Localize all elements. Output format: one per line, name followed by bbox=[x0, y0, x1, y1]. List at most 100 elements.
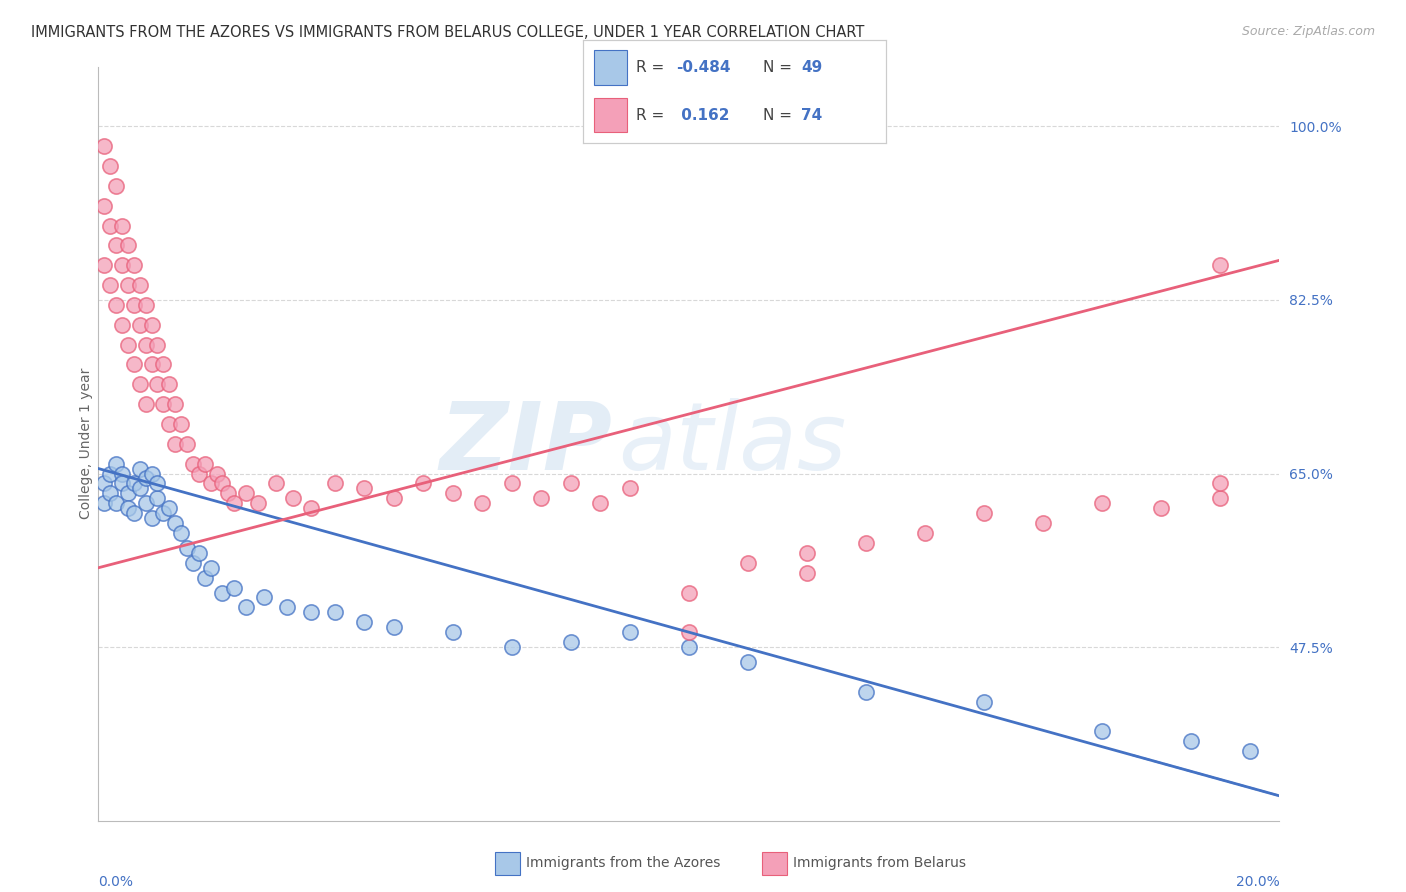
Point bbox=[141, 511, 163, 525]
Point bbox=[165, 437, 187, 451]
Text: R =: R = bbox=[637, 61, 669, 75]
Point bbox=[276, 600, 298, 615]
Point bbox=[855, 536, 877, 550]
Point bbox=[105, 496, 128, 510]
Point bbox=[170, 417, 193, 431]
Point bbox=[135, 471, 157, 485]
Text: N =: N = bbox=[763, 108, 797, 122]
Point bbox=[98, 219, 121, 233]
Point bbox=[128, 377, 150, 392]
Point bbox=[135, 496, 157, 510]
Point bbox=[93, 258, 115, 272]
Point bbox=[619, 625, 641, 640]
Point bbox=[530, 491, 553, 506]
Point bbox=[93, 139, 115, 153]
Point bbox=[141, 467, 163, 481]
Point bbox=[98, 278, 121, 293]
Point bbox=[117, 238, 139, 252]
Point bbox=[589, 496, 612, 510]
Point bbox=[117, 501, 139, 516]
Point bbox=[1091, 724, 1114, 739]
Point bbox=[560, 635, 582, 649]
Point bbox=[128, 461, 150, 475]
Text: -0.484: -0.484 bbox=[676, 61, 730, 75]
Point bbox=[117, 337, 139, 351]
Point bbox=[128, 278, 150, 293]
Point bbox=[200, 560, 222, 574]
Point bbox=[678, 585, 700, 599]
Text: atlas: atlas bbox=[619, 398, 846, 490]
Point bbox=[157, 501, 180, 516]
FancyBboxPatch shape bbox=[595, 97, 627, 132]
Text: Immigrants from Belarus: Immigrants from Belarus bbox=[793, 856, 966, 871]
Point bbox=[111, 258, 134, 272]
Text: 74: 74 bbox=[801, 108, 823, 122]
Point bbox=[1239, 744, 1261, 758]
Point bbox=[117, 278, 139, 293]
Point bbox=[176, 437, 198, 451]
Point bbox=[299, 606, 322, 620]
Point bbox=[200, 476, 222, 491]
Point bbox=[170, 526, 193, 541]
Point bbox=[1180, 734, 1202, 748]
Point bbox=[181, 457, 204, 471]
Point bbox=[105, 298, 128, 312]
Point bbox=[973, 506, 995, 520]
Point bbox=[323, 476, 346, 491]
Point bbox=[146, 377, 169, 392]
Point bbox=[217, 486, 239, 500]
Point bbox=[323, 606, 346, 620]
Point bbox=[501, 640, 523, 654]
Point bbox=[353, 615, 375, 630]
Point bbox=[1091, 496, 1114, 510]
Point bbox=[165, 397, 187, 411]
Point bbox=[678, 640, 700, 654]
Point bbox=[1209, 258, 1232, 272]
Point bbox=[211, 476, 233, 491]
Point bbox=[737, 556, 759, 570]
Point bbox=[264, 476, 287, 491]
Point bbox=[471, 496, 494, 510]
Point bbox=[105, 457, 128, 471]
Point bbox=[111, 318, 134, 332]
Point bbox=[105, 238, 128, 252]
Point bbox=[1209, 476, 1232, 491]
Point bbox=[152, 397, 174, 411]
Point bbox=[128, 482, 150, 496]
Point bbox=[152, 506, 174, 520]
Point bbox=[135, 397, 157, 411]
Point bbox=[194, 571, 217, 585]
Point bbox=[619, 482, 641, 496]
Text: IMMIGRANTS FROM THE AZORES VS IMMIGRANTS FROM BELARUS COLLEGE, UNDER 1 YEAR CORR: IMMIGRANTS FROM THE AZORES VS IMMIGRANTS… bbox=[31, 25, 865, 40]
Point bbox=[224, 581, 246, 595]
Point bbox=[105, 178, 128, 193]
Point bbox=[165, 516, 187, 530]
Point bbox=[246, 496, 269, 510]
Point bbox=[122, 258, 145, 272]
Text: 49: 49 bbox=[801, 61, 823, 75]
Point bbox=[146, 491, 169, 506]
Point bbox=[122, 506, 145, 520]
Text: ZIP: ZIP bbox=[439, 398, 612, 490]
Point bbox=[235, 600, 257, 615]
Point bbox=[146, 337, 169, 351]
Point bbox=[224, 496, 246, 510]
Point bbox=[205, 467, 228, 481]
Point bbox=[122, 358, 145, 372]
Point bbox=[678, 625, 700, 640]
Point bbox=[93, 476, 115, 491]
Point bbox=[93, 496, 115, 510]
Point bbox=[973, 695, 995, 709]
Point bbox=[283, 491, 305, 506]
Point bbox=[211, 585, 233, 599]
Point bbox=[914, 526, 936, 541]
Point bbox=[194, 457, 217, 471]
FancyBboxPatch shape bbox=[595, 50, 627, 86]
Text: Immigrants from the Azores: Immigrants from the Azores bbox=[526, 856, 720, 871]
Point bbox=[235, 486, 257, 500]
Point bbox=[135, 298, 157, 312]
Point bbox=[382, 491, 405, 506]
Point bbox=[353, 482, 375, 496]
Point bbox=[441, 625, 464, 640]
Point bbox=[128, 318, 150, 332]
